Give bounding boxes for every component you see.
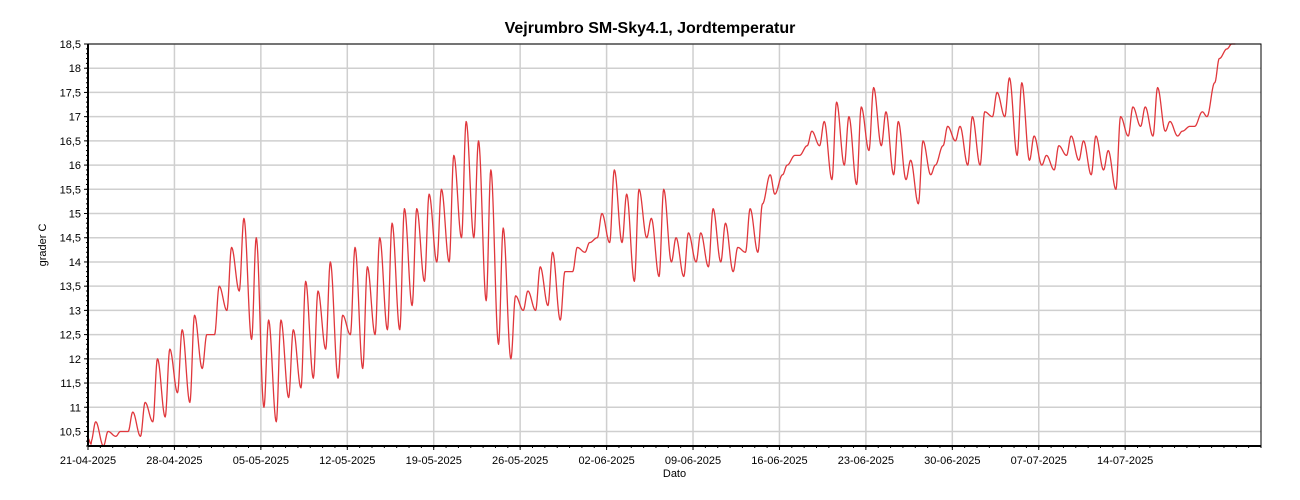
y-tick-label: 15,5 xyxy=(60,184,81,196)
x-tick-label: 05-05-2025 xyxy=(233,455,289,467)
series-line xyxy=(87,43,1236,447)
x-tick-label: 23-06-2025 xyxy=(838,455,894,467)
y-tick-label: 14 xyxy=(69,257,81,269)
y-tick-label: 10,5 xyxy=(60,426,81,438)
x-tick-label: 26-05-2025 xyxy=(492,455,548,467)
x-tick-label: 12-05-2025 xyxy=(319,455,375,467)
x-axis-label: Dato xyxy=(663,468,686,480)
x-tick-label: 07-07-2025 xyxy=(1011,455,1067,467)
y-tick-label: 15 xyxy=(69,209,81,221)
y-axis-label: grader C xyxy=(37,224,49,267)
y-tick-label: 13 xyxy=(69,305,81,317)
y-tick-label: 13,5 xyxy=(60,281,81,293)
y-tick-label: 11,5 xyxy=(60,378,81,390)
y-tick-label: 18 xyxy=(69,63,81,75)
x-tick-label: 09-06-2025 xyxy=(665,455,721,467)
y-tick-label: 12 xyxy=(69,354,81,366)
x-tick-label: 21-04-2025 xyxy=(60,455,116,467)
x-tick-label: 28-04-2025 xyxy=(146,455,202,467)
y-tick-label: 16 xyxy=(69,160,81,172)
y-tick-label: 16,5 xyxy=(60,136,81,148)
x-tick-label: 30-06-2025 xyxy=(924,455,980,467)
x-axis-ticks: 21-04-2025 28-04-2025 05-05-2025 12-05-2025… xyxy=(60,446,1262,467)
y-tick-label: 12,5 xyxy=(60,330,81,342)
x-tick-label: 19-05-2025 xyxy=(406,455,462,467)
y-tick-label: 17 xyxy=(69,112,81,124)
y-tick-label: 18,5 xyxy=(60,39,81,51)
x-tick-label: 16-06-2025 xyxy=(751,455,807,467)
series-layer xyxy=(87,43,1236,447)
chart-title: Vejrumbro SM-Sky4.1, Jordtemperatur xyxy=(504,20,796,37)
grid-layer xyxy=(87,43,1261,446)
y-tick-label: 17,5 xyxy=(60,87,81,99)
y-tick-label: 11 xyxy=(70,402,81,414)
x-tick-label: 14-07-2025 xyxy=(1097,455,1153,467)
y-axis-ticks: 10,5 11 11,5 12 12,5 13 13,5 14 14,5 15 15,5 16 16,5… xyxy=(60,39,88,447)
x-tick-label: 02-06-2025 xyxy=(578,455,634,467)
y-tick-label: 14,5 xyxy=(60,233,81,245)
